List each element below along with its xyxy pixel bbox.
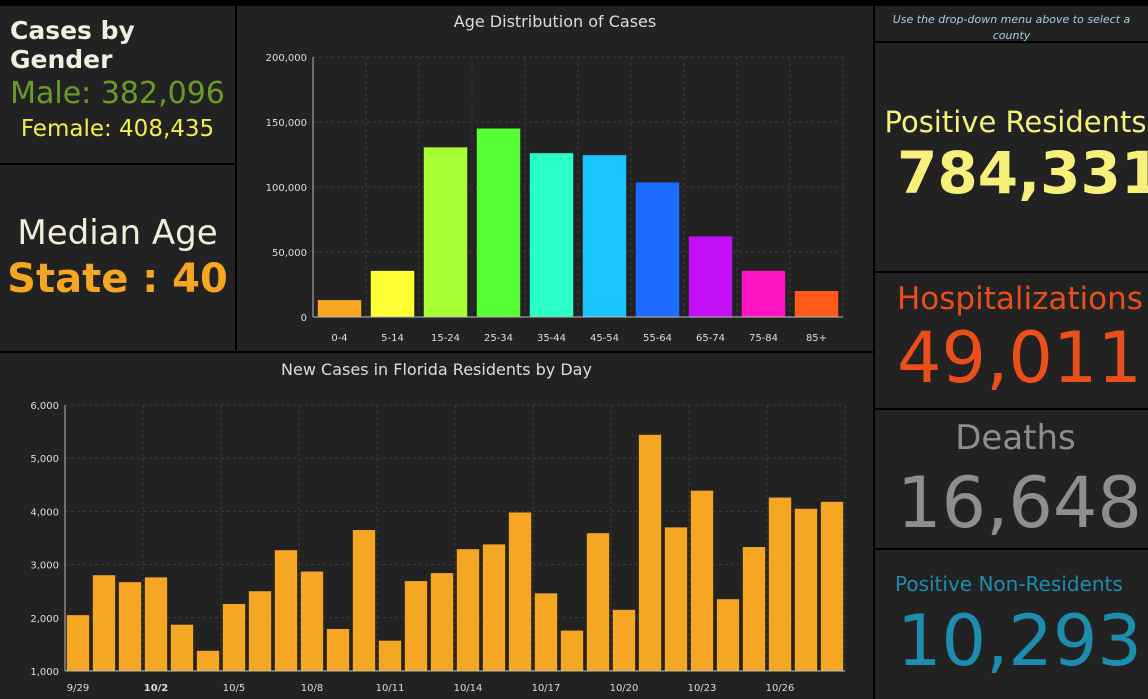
positive-residents-label: Positive Residents xyxy=(884,105,1147,139)
bar xyxy=(196,650,220,671)
bar xyxy=(794,291,839,317)
y-tick-label: 200,000 xyxy=(266,53,307,64)
median-age-title: Median Age xyxy=(17,213,218,253)
bar xyxy=(352,530,376,671)
bar xyxy=(378,640,402,671)
gender-title: Cases by Gender xyxy=(10,16,135,74)
x-tick-label: 75-84 xyxy=(749,333,778,344)
bar xyxy=(170,624,194,671)
y-tick-label: 5,000 xyxy=(30,454,59,465)
bar xyxy=(118,582,142,671)
x-tick-label: 10/20 xyxy=(610,683,639,694)
y-tick-label: 4,000 xyxy=(30,507,59,518)
age-distribution-chart: 0 50,000 100,000 150,000 200,000 0-4 5-14 15-24… xyxy=(266,53,844,344)
bar xyxy=(482,544,506,671)
bar xyxy=(529,153,574,317)
y-tick-label: 2,000 xyxy=(30,614,59,625)
bar xyxy=(716,599,740,671)
bar xyxy=(370,270,415,317)
x-tick-label: 85+ xyxy=(806,333,827,344)
daily-chart-title: New Cases in Florida Residents by Day xyxy=(281,360,592,379)
bar xyxy=(638,434,662,671)
daily-chart-panel: New Cases in Florida Residents by Day 1,… xyxy=(0,353,873,699)
bar xyxy=(326,628,350,671)
bar xyxy=(582,155,627,317)
bar xyxy=(690,490,714,671)
bar xyxy=(741,270,786,317)
bar xyxy=(560,630,584,671)
x-tick-label: 45-54 xyxy=(590,333,619,344)
bar xyxy=(612,609,636,671)
bar xyxy=(534,593,558,671)
bar xyxy=(144,577,168,671)
bar xyxy=(222,603,246,671)
bar xyxy=(688,236,733,317)
x-tick-label: 10/8 xyxy=(301,683,323,694)
non-residents-label: Positive Non-Residents xyxy=(895,572,1123,596)
bar xyxy=(664,527,688,671)
bar xyxy=(423,147,468,317)
gender-panel: Cases by Gender Male: 382,096 Female: 40… xyxy=(0,6,235,163)
bar xyxy=(66,615,90,671)
bar xyxy=(476,128,521,317)
x-tick-label: 10/11 xyxy=(376,683,405,694)
non-residents-value: 10,293 xyxy=(897,600,1142,682)
bar xyxy=(92,575,116,671)
x-tick-label: 65-74 xyxy=(696,333,725,344)
x-tick-label: 10/23 xyxy=(688,683,717,694)
median-age-value: State : 40 xyxy=(7,256,228,302)
y-tick-label: 0 xyxy=(301,313,307,324)
female-count: Female: 408,435 xyxy=(20,116,215,142)
age-chart-panel: Age Distribution of Cases 0 50,000 100,000… xyxy=(237,6,873,351)
median-age-panel: Median Age State : 40 xyxy=(0,165,235,351)
deaths-value: 16,648 xyxy=(897,462,1142,544)
positive-residents-panel: Positive Residents 784,331 xyxy=(875,43,1148,271)
x-tick-label: 35-44 xyxy=(537,333,566,344)
bar xyxy=(768,497,792,671)
bar xyxy=(635,182,680,317)
x-tick-label: 9/29 xyxy=(67,683,89,694)
hospitalizations-value: 49,011 xyxy=(897,317,1142,399)
x-tick-label: 10/26 xyxy=(766,683,795,694)
deaths-label: Deaths xyxy=(955,418,1076,458)
age-chart-title: Age Distribution of Cases xyxy=(453,12,657,31)
hospitalizations-label: Hospitalizations xyxy=(897,281,1143,317)
bar xyxy=(248,591,272,671)
x-tick-label: 55-64 xyxy=(643,333,672,344)
y-tick-label: 3,000 xyxy=(30,561,59,572)
y-tick-label: 50,000 xyxy=(272,248,307,259)
positive-residents-value: 784,331 xyxy=(897,139,1148,207)
x-tick-label: 10/14 xyxy=(454,683,483,694)
x-tick-label: 0-4 xyxy=(331,333,347,344)
bar xyxy=(794,508,818,671)
male-count: Male: 382,096 xyxy=(10,76,225,111)
bar xyxy=(742,547,766,671)
bar xyxy=(508,512,532,671)
bar xyxy=(820,501,844,671)
x-tick-label: 10/17 xyxy=(532,683,561,694)
info-note-panel: Use the drop-down menu above to select a… xyxy=(875,6,1148,42)
bar xyxy=(430,573,454,671)
x-tick-label: 10/2 xyxy=(144,683,169,694)
y-tick-label: 150,000 xyxy=(266,118,307,129)
info-note: Use the drop-down menu above to select a… xyxy=(892,13,1131,42)
x-tick-label: 5-14 xyxy=(381,333,404,344)
x-tick-label: 25-34 xyxy=(484,333,513,344)
y-tick-label: 6,000 xyxy=(30,401,59,412)
y-tick-label: 100,000 xyxy=(266,183,307,194)
bar xyxy=(586,533,610,671)
bar xyxy=(300,571,324,671)
deaths-panel: Deaths 16,648 xyxy=(875,410,1148,548)
bar xyxy=(456,549,480,671)
daily-cases-chart: 1,000 2,000 3,000 4,000 5,000 6,000 9/29 10/2 10… xyxy=(30,401,846,694)
x-tick-label: 15-24 xyxy=(431,333,460,344)
non-residents-panel: Positive Non-Residents 10,293 xyxy=(875,550,1148,699)
bar xyxy=(317,300,362,317)
y-tick-label: 1,000 xyxy=(30,667,59,678)
x-tick-label: 10/5 xyxy=(223,683,245,694)
hospitalizations-panel: Hospitalizations 49,011 xyxy=(875,273,1148,408)
bar xyxy=(404,581,428,671)
bar xyxy=(274,550,298,671)
